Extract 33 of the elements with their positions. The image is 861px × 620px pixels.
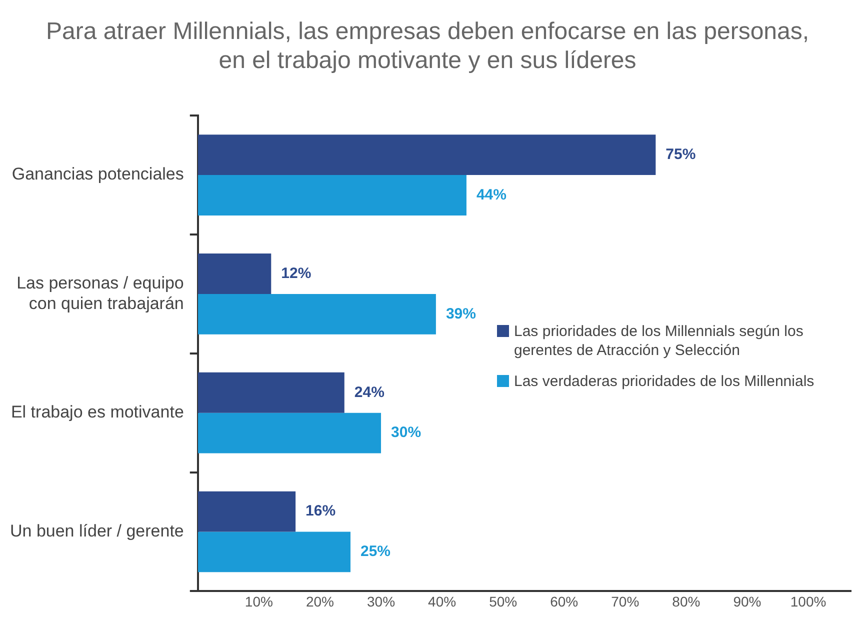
data-label: 24% <box>354 384 384 401</box>
data-label: 12% <box>281 264 312 282</box>
bar <box>198 372 344 413</box>
bar <box>198 294 436 334</box>
legend-label: Las prioridades de los Millennials según los gerentes de Atracción y Selección <box>514 322 804 360</box>
bar <box>198 134 656 176</box>
x-tick-label: 20% <box>306 593 334 610</box>
data-label: 16% <box>306 502 336 520</box>
x-tick-label: 50% <box>489 593 518 610</box>
data-label: 75% <box>666 146 696 163</box>
chart-title: Para atraer Millennials, las empresas deben enfocarse en las personas, en el trabajo motivante y en sus líderes <box>46 18 810 74</box>
bar <box>198 412 382 454</box>
bar <box>198 491 296 532</box>
y-tick-label: Un buen líder / gerente <box>10 521 184 540</box>
x-tick-label: 30% <box>366 593 396 610</box>
x-tick-label: 80% <box>672 593 700 610</box>
y-tick-label: Las personas / equipo con quien trabajarán <box>16 273 184 313</box>
x-tick-label: 70% <box>611 593 640 610</box>
data-label: 30% <box>391 424 422 442</box>
y-tick-label: Ganancias potenciales <box>12 164 184 184</box>
x-tick-label: 10% <box>244 593 273 610</box>
y-tick-label: El trabajo es motivante <box>10 402 184 422</box>
data-label: 25% <box>360 543 391 560</box>
x-tick-label: 60% <box>550 593 578 610</box>
data-label: 39% <box>446 305 476 322</box>
bar <box>198 532 350 572</box>
x-tick-label: 100% <box>790 593 826 610</box>
legend-label: Las verdaderas prioridades de los Millennials <box>514 372 814 391</box>
x-tick-label: 40% <box>428 593 456 610</box>
bar <box>198 254 272 294</box>
bar <box>198 175 466 216</box>
x-tick-label: 90% <box>733 593 762 610</box>
data-label: 44% <box>476 186 506 204</box>
